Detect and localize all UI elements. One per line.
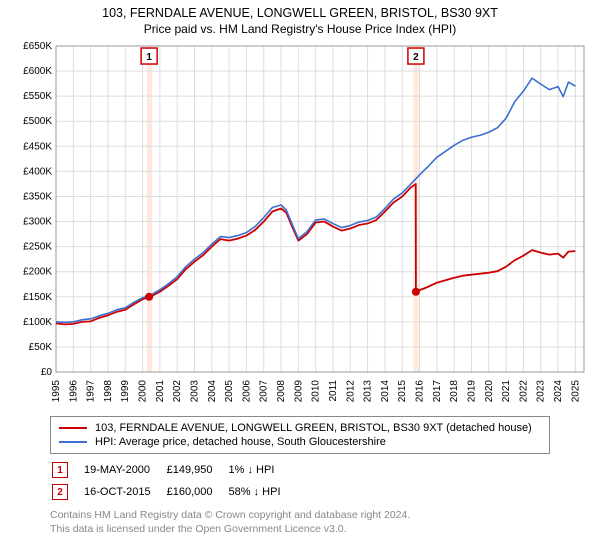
svg-text:2007: 2007 [259, 380, 270, 403]
svg-text:1996: 1996 [68, 380, 79, 403]
svg-text:£400K: £400K [23, 166, 52, 177]
svg-text:2025: 2025 [570, 380, 581, 403]
table-row: 2 16-OCT-2015 £160,000 58% ↓ HPI [52, 482, 295, 502]
legend: 103, FERNDALE AVENUE, LONGWELL GREEN, BR… [50, 416, 550, 454]
footer-line: This data is licensed under the Open Gov… [50, 522, 590, 536]
price-chart: £0 £50K £100K £150K £200K £250K £300K £350K £400… [10, 40, 590, 410]
svg-text:2000: 2000 [138, 380, 149, 403]
svg-text:2004: 2004 [207, 380, 218, 403]
svg-text:2021: 2021 [501, 380, 512, 403]
transactions-table: 1 19-MAY-2000 £149,950 1% ↓ HPI 2 16-OCT… [50, 458, 297, 504]
svg-text:2002: 2002 [172, 380, 183, 403]
svg-text:2020: 2020 [484, 380, 495, 403]
svg-text:2018: 2018 [449, 380, 460, 403]
svg-text:£650K: £650K [23, 41, 52, 52]
legend-item: 103, FERNDALE AVENUE, LONGWELL GREEN, BR… [59, 421, 541, 435]
tx-delta: 1% ↓ HPI [229, 460, 295, 480]
chart-title: 103, FERNDALE AVENUE, LONGWELL GREEN, BR… [10, 6, 590, 20]
svg-text:£500K: £500K [23, 116, 52, 127]
svg-text:1999: 1999 [120, 380, 131, 403]
svg-text:1998: 1998 [103, 380, 114, 403]
legend-label: 103, FERNDALE AVENUE, LONGWELL GREEN, BR… [95, 422, 532, 434]
svg-text:£250K: £250K [23, 242, 52, 253]
svg-text:2012: 2012 [345, 380, 356, 403]
svg-text:2015: 2015 [397, 380, 408, 403]
legend-swatch [59, 441, 87, 443]
svg-text:2023: 2023 [536, 380, 547, 403]
marker-icon: 2 [52, 484, 68, 500]
svg-text:2024: 2024 [553, 380, 564, 403]
svg-text:2008: 2008 [276, 380, 287, 403]
svg-text:2014: 2014 [380, 380, 391, 403]
svg-text:2: 2 [413, 52, 419, 63]
svg-text:2005: 2005 [224, 380, 235, 403]
svg-text:£0: £0 [41, 367, 53, 378]
svg-text:2017: 2017 [432, 380, 443, 403]
svg-text:£350K: £350K [23, 191, 52, 202]
tx-date: 19-MAY-2000 [84, 460, 165, 480]
legend-swatch [59, 427, 87, 429]
svg-text:2010: 2010 [311, 380, 322, 403]
svg-text:£450K: £450K [23, 141, 52, 152]
svg-text:2016: 2016 [415, 380, 426, 403]
svg-text:1997: 1997 [86, 380, 97, 403]
tx-date: 16-OCT-2015 [84, 482, 165, 502]
footer: Contains HM Land Registry data © Crown c… [50, 508, 590, 536]
svg-text:£100K: £100K [23, 317, 52, 328]
svg-text:2006: 2006 [241, 380, 252, 403]
svg-text:1: 1 [146, 52, 152, 63]
svg-text:2013: 2013 [363, 380, 374, 403]
svg-text:£150K: £150K [23, 292, 52, 303]
legend-label: HPI: Average price, detached house, Sout… [95, 436, 386, 448]
footer-line: Contains HM Land Registry data © Crown c… [50, 508, 590, 522]
legend-item: HPI: Average price, detached house, Sout… [59, 435, 541, 449]
svg-text:£600K: £600K [23, 66, 52, 77]
svg-text:2019: 2019 [466, 380, 477, 403]
chart-subtitle: Price paid vs. HM Land Registry's House … [10, 22, 590, 36]
svg-text:1995: 1995 [51, 380, 62, 403]
svg-text:2003: 2003 [189, 380, 200, 403]
svg-text:£550K: £550K [23, 91, 52, 102]
tx-price: £149,950 [167, 460, 227, 480]
svg-text:2001: 2001 [155, 380, 166, 403]
tx-delta: 58% ↓ HPI [229, 482, 295, 502]
marker-icon: 1 [52, 462, 68, 478]
table-row: 1 19-MAY-2000 £149,950 1% ↓ HPI [52, 460, 295, 480]
svg-text:£50K: £50K [29, 342, 53, 353]
svg-text:£200K: £200K [23, 267, 52, 278]
tx-price: £160,000 [167, 482, 227, 502]
svg-text:2009: 2009 [293, 380, 304, 403]
svg-text:£300K: £300K [23, 217, 52, 228]
svg-text:2011: 2011 [328, 380, 339, 402]
svg-text:2022: 2022 [518, 380, 529, 403]
